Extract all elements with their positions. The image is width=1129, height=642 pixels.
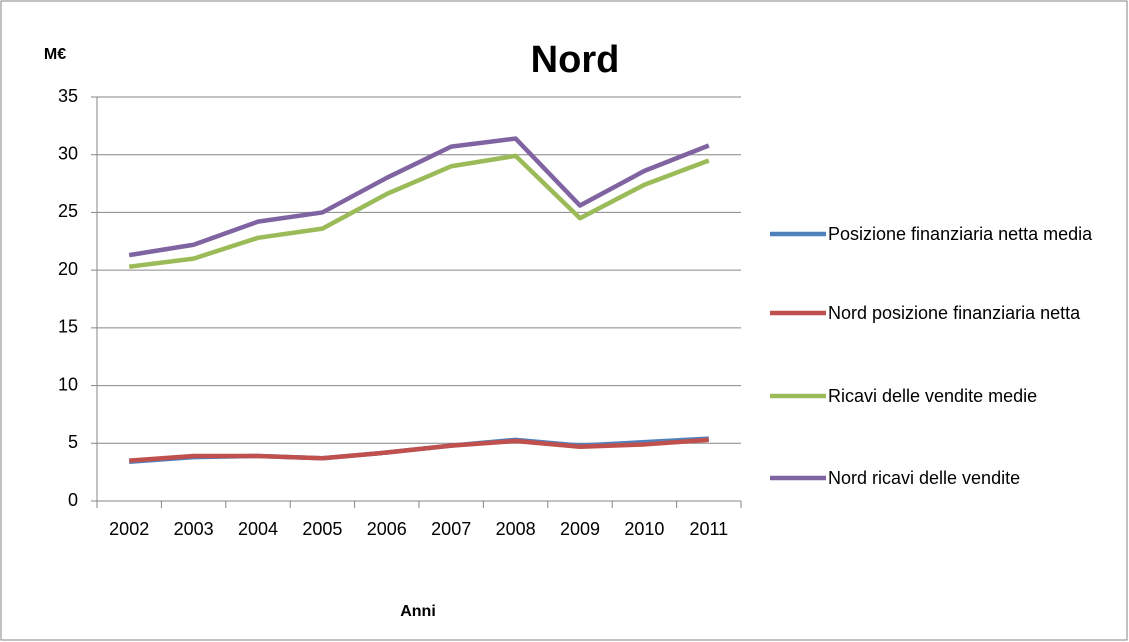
x-tick-label: 2004 [238,519,278,539]
y-tick-label: 10 [58,374,78,394]
y-tick-label: 35 [58,86,78,106]
y-tick-label: 20 [58,259,78,279]
x-tick-label: 2006 [367,519,407,539]
x-tick-label: 2010 [624,519,664,539]
y-tick-label: 25 [58,201,78,221]
x-tick-label: 2005 [302,519,342,539]
x-axis-label: Anni [400,603,436,620]
series-line [128,136,710,258]
x-tick-label: 2003 [174,519,214,539]
y-tick-label: 30 [58,143,78,163]
legend-label: Nord posizione finanziaria netta [828,303,1081,323]
series-line [129,437,709,463]
series-line [128,153,710,269]
y-tick-label: 0 [68,490,78,510]
y-tick-label: 15 [58,317,78,337]
legend-label: Ricavi delle vendite medie [828,386,1038,406]
legend-label: Posizione finanziaria netta media [828,224,1093,244]
y-axis-label: M€ [44,46,66,63]
chart-title: Nord [531,39,620,81]
x-tick-label: 2009 [560,519,600,539]
y-tick-label: 5 [68,432,78,452]
x-tick-label: 2002 [109,519,149,539]
legend-label: Nord ricavi delle vendite [828,468,1021,488]
x-tick-label: 2008 [496,519,536,539]
x-tick-label: 2011 [689,519,728,539]
x-tick-label: 2007 [431,519,471,539]
